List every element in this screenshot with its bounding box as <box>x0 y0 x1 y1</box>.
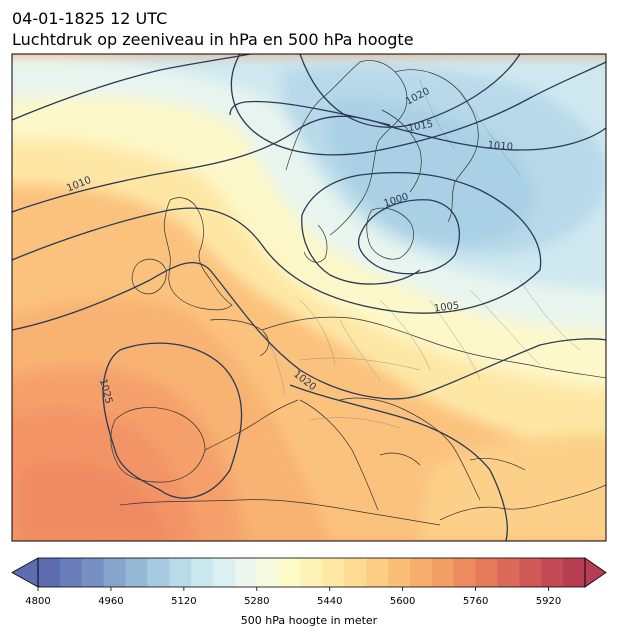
colorbar-swatch <box>541 558 564 587</box>
colorbar-swatch <box>147 558 170 587</box>
colorbar-swatch <box>125 558 148 587</box>
colorbar-swatch <box>497 558 520 587</box>
isobar-label-1005: 1005 <box>433 300 460 314</box>
map-date-title: 04-01-1825 12 UTC <box>12 9 168 28</box>
colorbar-min-extend <box>11 557 39 588</box>
colorbar-swatch <box>191 558 214 587</box>
colorbar-swatch <box>38 558 61 587</box>
colorbar-swatch <box>234 558 258 587</box>
colorbar-swatch <box>475 558 498 587</box>
colorbar-swatch <box>300 558 323 587</box>
colorbar-max-extend <box>584 557 607 588</box>
colorbar-tick-label: 5120 <box>171 596 197 607</box>
colorbar <box>11 557 607 591</box>
colorbar-tick-label: 5760 <box>462 596 489 607</box>
colorbar-swatch <box>322 558 345 587</box>
colorbar-swatch <box>169 558 192 587</box>
colorbar-swatch <box>388 558 411 587</box>
colorbar-swatch <box>519 558 542 587</box>
colorbar-swatch <box>103 558 127 587</box>
colorbar-frame <box>37 557 586 588</box>
colorbar-swatch <box>409 558 433 587</box>
colorbar-swatch <box>81 558 105 587</box>
colorbar-tick-label: 4800 <box>25 596 51 607</box>
colorbar-swatch <box>278 558 302 587</box>
country-borders <box>261 79 581 429</box>
colorbar-label: 500 hPa hoogte in meter <box>240 614 378 627</box>
colorbar-tick-label: 5600 <box>389 596 416 607</box>
colorbar-swatch <box>344 558 367 587</box>
colorbar-tick-label: 5280 <box>244 596 270 607</box>
colorbar-swatch <box>366 558 389 587</box>
colorbar-swatch <box>563 558 586 587</box>
isobar-label-1015: 1015 <box>407 119 434 134</box>
colorbar-swatch <box>59 558 83 587</box>
map-frame <box>11 53 607 542</box>
colorbar-swatch <box>256 558 280 587</box>
colorbar-tick-label: 4960 <box>98 596 124 607</box>
colorbar-swatch <box>453 558 477 587</box>
map-subtitle: Luchtdruk op zeeniveau in hPa en 500 hPa… <box>12 30 414 49</box>
colorbar-swatch <box>213 558 236 587</box>
isobar-lines <box>12 54 606 541</box>
colorbar-tick-label: 5920 <box>535 596 562 607</box>
isobar-label-1010-east: 1010 <box>487 140 513 153</box>
colorbar-tick-label: 5440 <box>316 596 343 607</box>
colorbar-swatch <box>431 558 455 587</box>
height-field <box>12 54 606 541</box>
